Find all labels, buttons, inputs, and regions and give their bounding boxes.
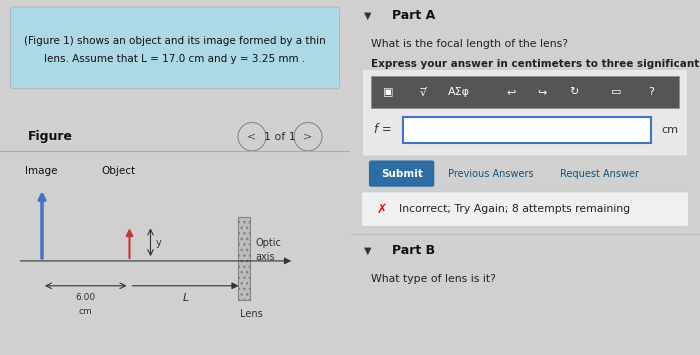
Text: cm: cm — [662, 125, 678, 135]
Text: Optic: Optic — [256, 238, 281, 248]
Text: ✗: ✗ — [377, 203, 386, 215]
FancyBboxPatch shape — [369, 160, 434, 187]
Text: f =: f = — [374, 123, 392, 136]
Text: √̅: √̅ — [420, 87, 427, 97]
Bar — [402, 117, 651, 143]
Bar — [238, 217, 251, 300]
Text: >: > — [303, 132, 313, 142]
Text: ?: ? — [648, 87, 654, 97]
Text: What is the focal length of the lens?: What is the focal length of the lens? — [371, 39, 568, 49]
Text: Previous Answers: Previous Answers — [448, 169, 533, 179]
Text: ▼: ▼ — [364, 11, 372, 21]
Text: 6.00: 6.00 — [76, 293, 96, 302]
Text: (Figure 1) shows an object and its image formed by a thin: (Figure 1) shows an object and its image… — [24, 36, 326, 46]
Text: 1 of 1: 1 of 1 — [264, 132, 296, 142]
Text: Figure: Figure — [28, 130, 73, 143]
Text: ↻: ↻ — [569, 87, 579, 97]
Text: axis: axis — [256, 252, 275, 262]
Text: Submit: Submit — [381, 169, 423, 179]
Text: Incorrect; Try Again; 8 attempts remaining: Incorrect; Try Again; 8 attempts remaini… — [399, 204, 630, 214]
Text: Part A: Part A — [392, 10, 435, 22]
Text: Request Answer: Request Answer — [560, 169, 639, 179]
Text: Object: Object — [102, 166, 136, 176]
Text: What type of lens is it?: What type of lens is it? — [371, 274, 496, 284]
Text: lens. Assume that L = 17.0 cm and y = 3.25 mm .: lens. Assume that L = 17.0 cm and y = 3.… — [44, 54, 306, 64]
Text: ▣: ▣ — [384, 87, 393, 97]
Text: <: < — [247, 132, 257, 142]
Text: L: L — [183, 293, 188, 303]
FancyBboxPatch shape — [361, 192, 689, 226]
FancyBboxPatch shape — [363, 69, 687, 156]
Text: ↪: ↪ — [538, 87, 547, 97]
Text: Image: Image — [25, 166, 57, 176]
Text: ↩: ↩ — [506, 87, 516, 97]
Bar — [371, 76, 679, 108]
Text: y: y — [155, 238, 162, 248]
FancyBboxPatch shape — [10, 7, 340, 89]
Text: Express your answer in centimeters to three significant figures.: Express your answer in centimeters to th… — [371, 59, 700, 69]
Text: Lens: Lens — [239, 309, 262, 319]
Text: cm: cm — [79, 307, 92, 316]
Text: Part B: Part B — [392, 244, 435, 257]
Text: ▭: ▭ — [610, 87, 622, 97]
Text: AΣφ: AΣφ — [447, 87, 470, 97]
Text: ▼: ▼ — [364, 245, 372, 255]
